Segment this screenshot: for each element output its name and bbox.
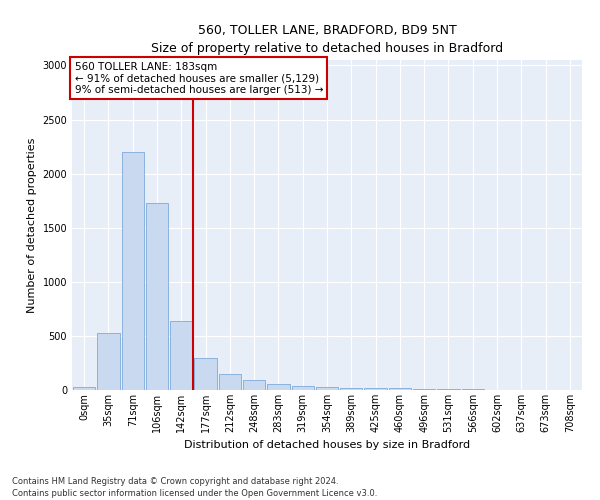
- Bar: [292, 386, 314, 390]
- Bar: [170, 321, 193, 390]
- Text: Contains HM Land Registry data © Crown copyright and database right 2024.
Contai: Contains HM Land Registry data © Crown c…: [12, 476, 377, 498]
- Bar: [340, 388, 362, 390]
- Bar: [73, 387, 95, 390]
- Bar: [97, 333, 119, 390]
- Bar: [316, 387, 338, 390]
- Bar: [364, 388, 387, 390]
- Bar: [243, 380, 265, 390]
- Title: 560, TOLLER LANE, BRADFORD, BD9 5NT
Size of property relative to detached houses: 560, TOLLER LANE, BRADFORD, BD9 5NT Size…: [151, 24, 503, 54]
- Bar: [267, 384, 290, 390]
- Bar: [122, 152, 144, 390]
- Y-axis label: Number of detached properties: Number of detached properties: [27, 138, 37, 312]
- X-axis label: Distribution of detached houses by size in Bradford: Distribution of detached houses by size …: [184, 440, 470, 450]
- Text: 560 TOLLER LANE: 183sqm
← 91% of detached houses are smaller (5,129)
9% of semi-: 560 TOLLER LANE: 183sqm ← 91% of detache…: [74, 62, 323, 95]
- Bar: [413, 388, 436, 390]
- Bar: [194, 358, 217, 390]
- Bar: [389, 388, 411, 390]
- Bar: [146, 203, 168, 390]
- Bar: [218, 374, 241, 390]
- Bar: [437, 389, 460, 390]
